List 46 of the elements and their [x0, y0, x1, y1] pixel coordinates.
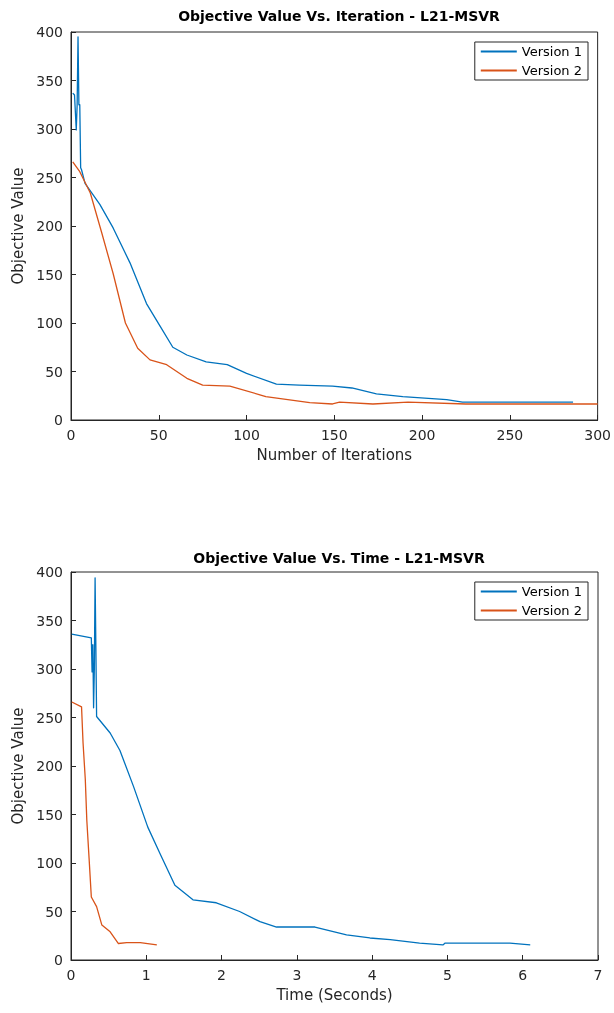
chart-title: Objective Value Vs. Iteration - L21-MSVR [178, 8, 501, 24]
x-tick-label: 300 [584, 427, 612, 443]
y-axis-title: Objective Value [8, 707, 27, 825]
x-tick-label: 150 [320, 427, 348, 443]
x-tick-label: 0 [66, 427, 76, 443]
x-tick-label: 200 [408, 427, 436, 443]
y-tick-label: 150 [36, 806, 63, 823]
x-tick-label: 0 [66, 967, 76, 983]
y-tick-label: 400 [36, 24, 63, 40]
y-tick-label: 350 [36, 612, 63, 629]
y-tick-label: 100 [36, 315, 63, 331]
y-tick-label: 200 [36, 758, 63, 774]
y-tick-label: 0 [54, 412, 63, 428]
y-tick-label: 200 [36, 218, 63, 234]
y-axis-title: Objective Value [8, 167, 27, 285]
line-series [72, 36, 574, 403]
x-axis-title: Time (Seconds) [275, 985, 393, 1004]
y-tick-label: 150 [36, 266, 63, 283]
legend-label: Version 2 [521, 63, 583, 78]
y-tick-label: 250 [36, 709, 63, 726]
y-tick-label: 50 [45, 363, 63, 380]
x-tick-label: 1 [141, 967, 151, 983]
x-tick-label: 6 [518, 967, 528, 983]
y-tick-label: 250 [36, 169, 63, 186]
x-tick-label: 100 [233, 427, 260, 443]
y-tick-label: 400 [36, 564, 63, 580]
x-tick-label: 4 [367, 967, 377, 983]
y-tick-label: 300 [36, 121, 63, 137]
y-tick-label: 300 [36, 661, 63, 677]
legend-label: Version 1 [521, 584, 583, 599]
x-tick-label: 3 [292, 967, 302, 983]
y-tick-label: 100 [36, 855, 63, 871]
x-tick-label: 250 [496, 427, 524, 443]
x-tick-label: 5 [442, 967, 452, 983]
x-tick-label: 2 [217, 967, 227, 983]
x-axis-title: Number of Iterations [256, 445, 413, 464]
x-tick-label: 50 [149, 427, 168, 443]
x-tick-label: 7 [593, 967, 603, 983]
legend-label: Version 2 [521, 603, 583, 618]
line-series [72, 161, 599, 405]
legend-label: Version 1 [521, 44, 583, 59]
y-tick-label: 350 [36, 72, 63, 89]
line-series [71, 701, 158, 946]
y-tick-label: 50 [45, 903, 63, 920]
chart-title: Objective Value Vs. Time - L21-MSVR [193, 550, 485, 566]
y-tick-label: 0 [54, 952, 63, 968]
